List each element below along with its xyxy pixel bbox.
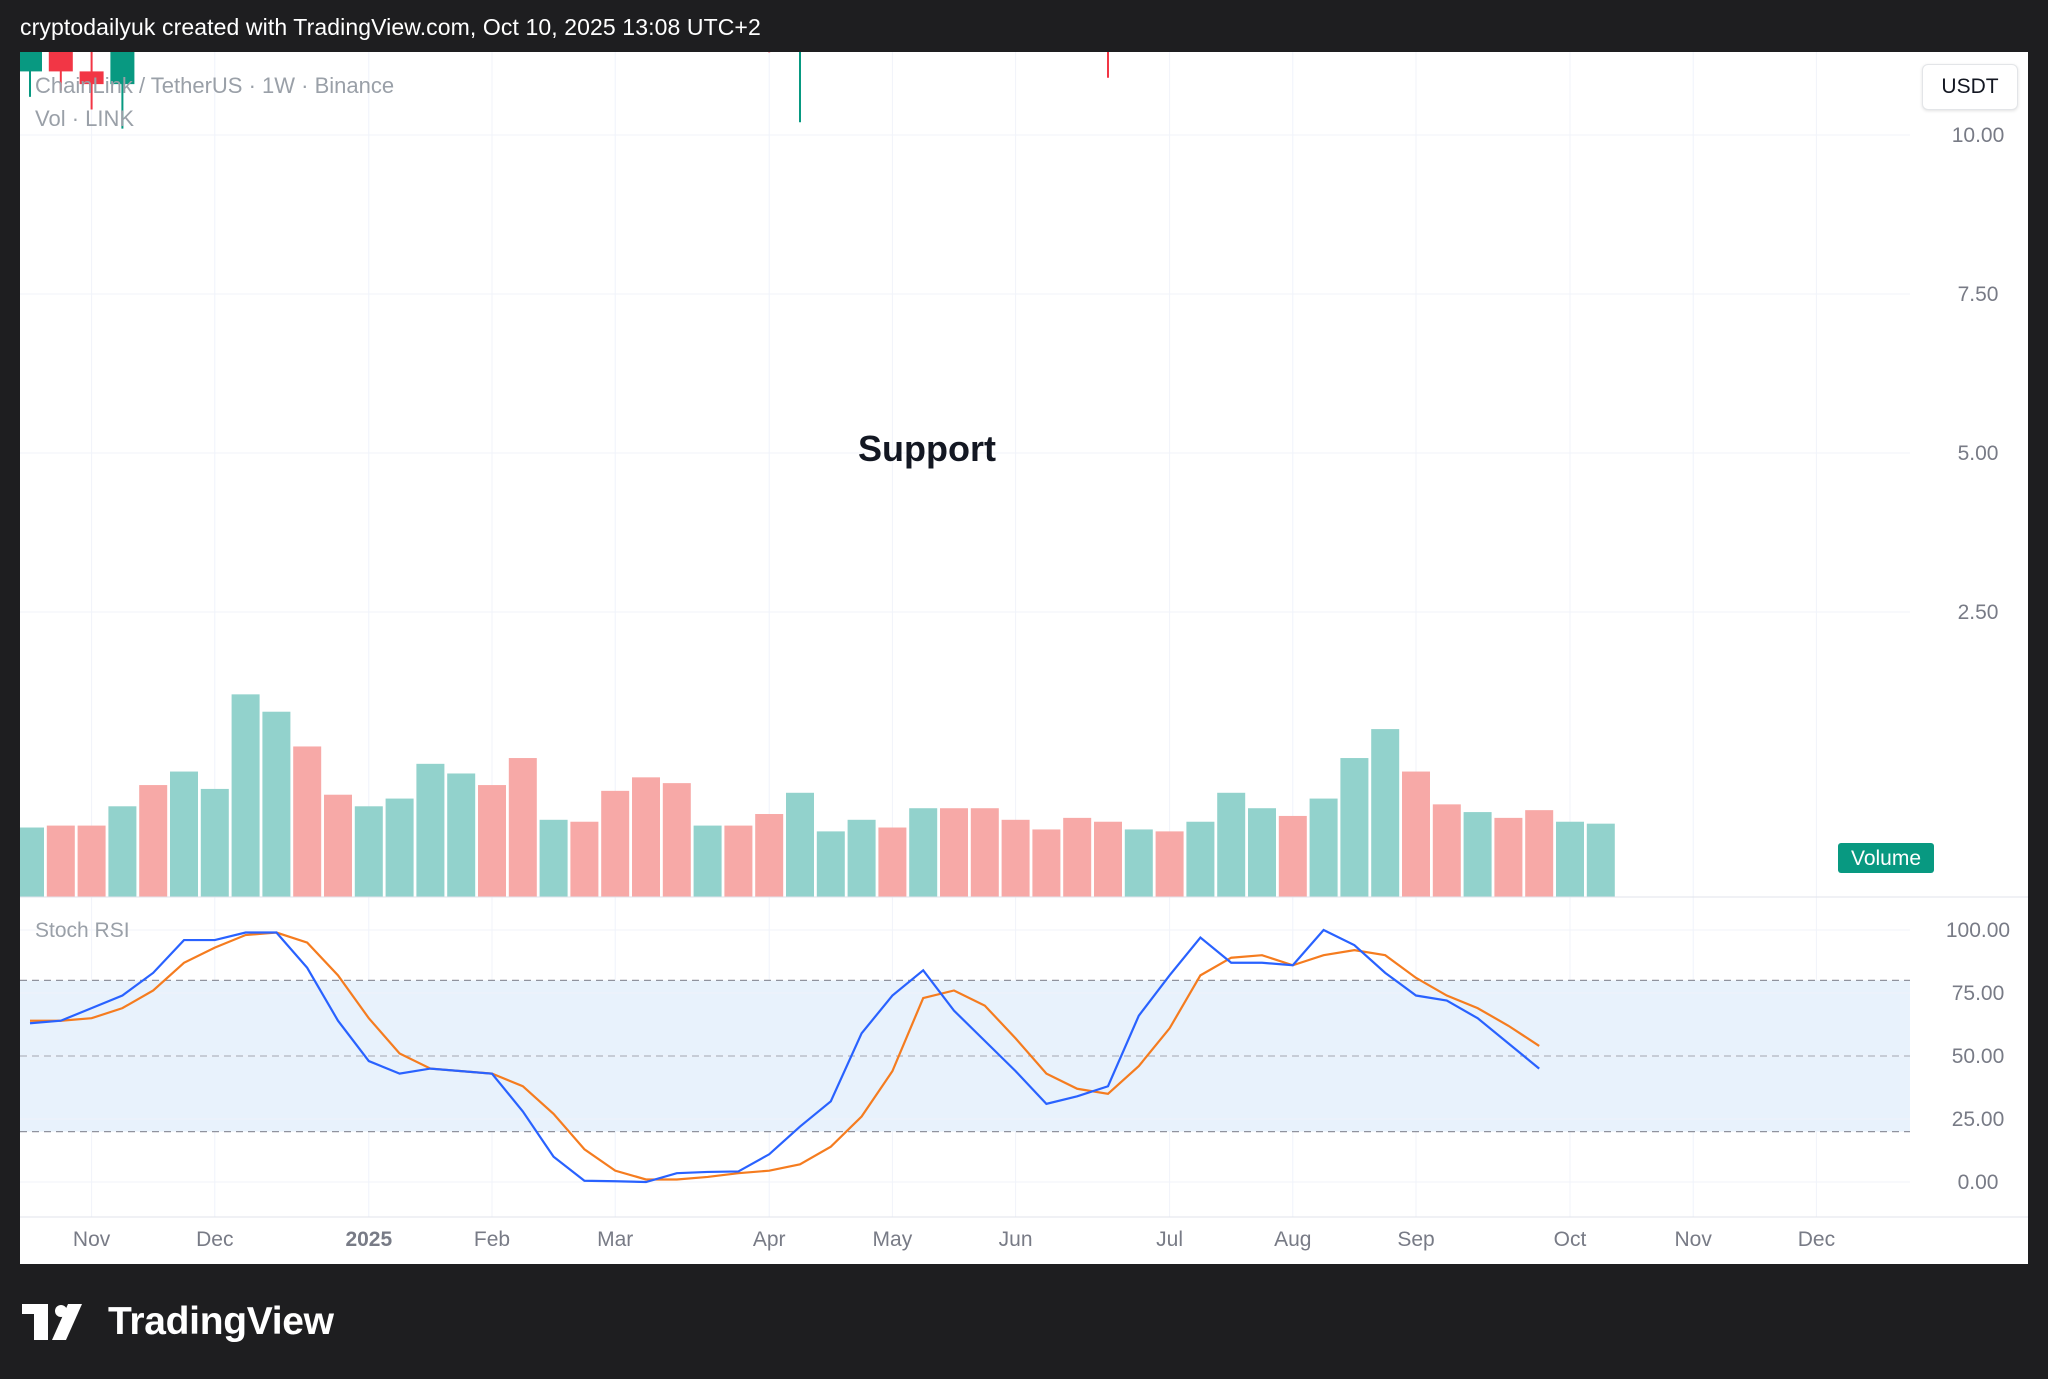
volume-bar-9 xyxy=(293,746,322,897)
time-tick-label-0: Nov xyxy=(73,1228,111,1251)
volume-bar-14 xyxy=(447,773,476,897)
currency-button[interactable]: USDT xyxy=(1922,64,2018,110)
volume-bar-43 xyxy=(1340,758,1369,897)
volume-bar-47 xyxy=(1463,812,1492,897)
volume-bar-24 xyxy=(755,814,784,897)
time-tick-label-9: Aug xyxy=(1274,1228,1311,1251)
volume-bar-39 xyxy=(1217,792,1246,897)
volume-bar-10 xyxy=(324,794,352,897)
volume-bar-17 xyxy=(539,819,568,897)
volume-bar-36 xyxy=(1124,829,1153,897)
volume-bar-20 xyxy=(632,777,660,897)
time-tick-label-13: Dec xyxy=(1798,1228,1835,1251)
time-tick-label-11: Oct xyxy=(1554,1228,1587,1251)
volume-bar-11 xyxy=(354,806,383,897)
volume-bar-18 xyxy=(570,821,599,897)
price-tick-label-3: 10.00 xyxy=(1952,124,2005,147)
volume-bar-46 xyxy=(1432,804,1461,897)
volume-bar-34 xyxy=(1063,817,1092,897)
support-annotation: Support xyxy=(858,428,996,469)
volume-bar-15 xyxy=(478,785,506,897)
volume-bar-26 xyxy=(816,831,845,897)
volume-bar-6 xyxy=(200,788,229,897)
time-tick-label-7: Jun xyxy=(999,1228,1033,1251)
rsi-tick-label-2: 50.00 xyxy=(1952,1045,2005,1068)
volume-bar-4 xyxy=(139,785,168,897)
rsi-tick-label-4: 100.00 xyxy=(1946,919,2010,942)
volume-bar-50 xyxy=(1556,821,1584,897)
volume-bar-31 xyxy=(970,808,999,897)
symbol-line[interactable]: ChainLink / TetherUS · 1W · Binance xyxy=(35,73,395,98)
volume-badge-label: Volume xyxy=(1851,847,1921,870)
stoch-rsi-k-line xyxy=(29,928,1540,1184)
price-tick-label-0: 2.50 xyxy=(1958,601,1999,624)
volume-bar-1 xyxy=(46,825,75,897)
volume-bar-48 xyxy=(1494,817,1523,897)
time-tick-label-6: May xyxy=(873,1228,913,1251)
time-tick-label-8: Jul xyxy=(1156,1228,1183,1251)
volume-badge xyxy=(1838,843,1934,873)
price-tick-label-2: 7.50 xyxy=(1958,283,1999,306)
stoch-rsi-label: Stoch RSI xyxy=(35,919,130,942)
volume-bar-51 xyxy=(1586,823,1615,897)
time-tick-label-12: Nov xyxy=(1675,1228,1713,1251)
volume-bar-25 xyxy=(786,792,814,897)
time-tick-label-2: 2025 xyxy=(345,1228,392,1251)
candle-body-2 xyxy=(79,71,104,85)
volume-bar-27 xyxy=(847,819,876,897)
candle-body-1 xyxy=(48,52,73,72)
volume-bar-5 xyxy=(170,771,198,897)
volume-bar-45 xyxy=(1402,771,1430,897)
volume-bar-16 xyxy=(508,758,537,897)
volume-bar-29 xyxy=(909,808,938,897)
volume-bar-40 xyxy=(1248,808,1276,897)
volume-bar-42 xyxy=(1309,798,1338,897)
volume-bar-13 xyxy=(416,763,445,897)
volume-bar-35 xyxy=(1094,821,1122,897)
time-tick-label-5: Apr xyxy=(753,1228,786,1251)
volume-bar-3 xyxy=(108,806,137,897)
volume-bar-8 xyxy=(262,711,291,897)
tradingview-logo: TradingView xyxy=(22,1300,334,1344)
candle-body-3 xyxy=(110,52,135,85)
tradingview-wordmark: TradingView xyxy=(108,1300,334,1343)
rsi-tick-label-3: 75.00 xyxy=(1952,982,2005,1005)
header-caption: cryptodailyuk created with TradingView.c… xyxy=(20,14,761,40)
time-tick-label-4: Mar xyxy=(597,1228,633,1251)
stoch-rsi-d-line xyxy=(30,931,1540,1181)
time-tick-label-1: Dec xyxy=(196,1228,233,1251)
volume-bar-41 xyxy=(1278,815,1307,897)
volume-bar-44 xyxy=(1371,729,1400,897)
chart-legend: ChainLink / TetherUS · 1W · Binance Vol … xyxy=(35,69,394,135)
volume-bar-22 xyxy=(693,825,722,897)
volume-bar-12 xyxy=(385,798,414,897)
volume-bar-28 xyxy=(878,827,907,897)
volume-bar-37 xyxy=(1155,831,1184,897)
price-tick-label-1: 5.00 xyxy=(1958,442,1999,465)
volume-bar-32 xyxy=(1001,819,1030,897)
volume-bar-19 xyxy=(601,790,630,897)
volume-bar-23 xyxy=(724,825,753,897)
volume-bar-30 xyxy=(940,808,968,897)
volume-bar-38 xyxy=(1186,821,1215,897)
rsi-tick-label-0: 0.00 xyxy=(1958,1171,1999,1194)
rsi-tick-label-1: 25.00 xyxy=(1952,1108,2005,1131)
candle-body-0 xyxy=(20,52,42,72)
tradingview-logo-icon xyxy=(22,1304,82,1340)
volume-bar-33 xyxy=(1032,829,1061,897)
volume-bar-7 xyxy=(231,694,260,897)
volume-bar-2 xyxy=(77,825,106,897)
volume-line[interactable]: Vol · LINK xyxy=(35,106,135,131)
volume-bar-49 xyxy=(1525,810,1554,897)
volume-bar-0 xyxy=(20,827,44,897)
volume-bar-21 xyxy=(662,783,691,897)
time-tick-label-10: Sep xyxy=(1397,1228,1434,1251)
time-tick-label-3: Feb xyxy=(474,1228,510,1251)
